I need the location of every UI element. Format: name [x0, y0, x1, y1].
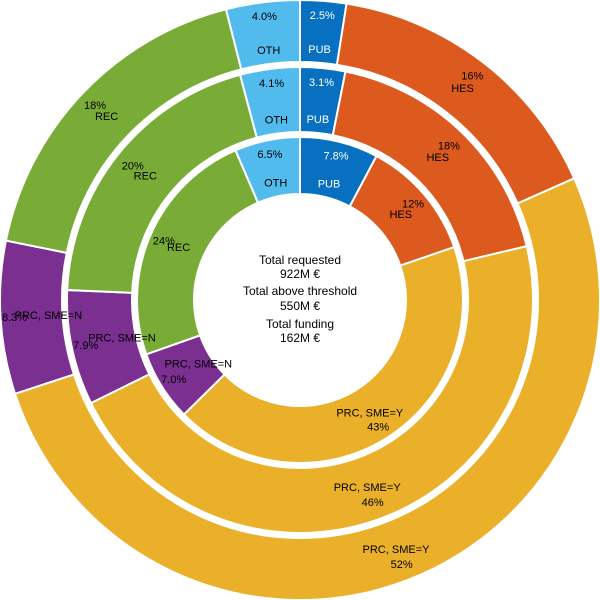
category-label-inner-oth: OTH — [264, 178, 287, 190]
slice-inner-prc-sme-y — [182, 245, 464, 464]
category-label-outer-hes: HES — [451, 83, 474, 95]
category-label-middle-prc-sme-y: PRC, SME=Y — [334, 482, 402, 494]
slice-middle-oth — [238, 65, 301, 139]
value-label-outer-pub: 2.5% — [310, 10, 335, 22]
category-label-inner-prc-sme-y: PRC, SME=Y — [336, 408, 404, 420]
center-line-2: 922M € — [280, 267, 320, 281]
category-label-inner-rec: REC — [167, 242, 190, 254]
value-label-outer-prc-sme-y: 52% — [391, 559, 413, 571]
category-label-outer-pub: PUB — [308, 44, 331, 56]
value-label-inner-hes: 12% — [402, 199, 424, 211]
value-label-outer-oth: 4.0% — [252, 11, 277, 23]
category-label-inner-prc-sme-n: PRC, SME=N — [165, 359, 233, 371]
value-label-middle-prc-sme-y: 46% — [362, 497, 384, 509]
category-label-middle-prc-sme-n: PRC, SME=N — [88, 333, 156, 345]
value-label-inner-prc-sme-y: 43% — [367, 421, 389, 433]
value-label-outer-rec: 18% — [84, 100, 106, 112]
center-line-6: 162M € — [280, 331, 320, 345]
value-label-outer-hes: 16% — [461, 71, 483, 83]
center-line-3: Total above threshold — [243, 284, 357, 298]
category-label-outer-rec: REC — [95, 111, 118, 123]
value-label-middle-hes: 18% — [438, 141, 460, 153]
category-label-middle-pub: PUB — [307, 114, 330, 126]
value-label-inner-prc-sme-n: 7.0% — [161, 374, 186, 386]
slice-outer-prc-sme-y — [13, 177, 600, 600]
slice-middle-prc-sme-y — [89, 244, 534, 534]
center-line-4: 550M € — [280, 299, 320, 313]
value-label-outer-prc-sme-n: 8.3% — [2, 312, 27, 324]
category-label-inner-pub: PUB — [318, 179, 341, 191]
value-label-inner-oth: 6.5% — [257, 149, 282, 161]
category-label-outer-prc-sme-n: PRC, SME=N — [15, 310, 83, 322]
category-label-middle-hes: HES — [426, 152, 449, 164]
slice-outer-oth — [224, 0, 301, 71]
category-label-outer-oth: OTH — [257, 45, 280, 57]
value-label-inner-pub: 7.8% — [323, 150, 348, 162]
value-label-inner-rec: 24% — [153, 236, 175, 248]
center-text: Total requested 922M € Total above thres… — [243, 253, 357, 345]
center-line-1: Total requested — [259, 253, 341, 267]
category-label-middle-rec: REC — [134, 171, 157, 183]
slice-inner-oth — [234, 135, 301, 204]
value-label-middle-prc-sme-n: 7.9% — [73, 340, 98, 352]
category-label-middle-oth: OTH — [265, 115, 288, 127]
value-label-middle-oth: 4.1% — [259, 78, 284, 90]
slice-inner-rec — [136, 149, 260, 356]
category-label-inner-hes: HES — [389, 209, 412, 221]
center-line-5: Total funding — [266, 317, 334, 331]
value-label-middle-rec: 20% — [122, 161, 144, 173]
category-label-outer-prc-sme-y: PRC, SME=Y — [363, 544, 431, 556]
value-label-middle-pub: 3.1% — [309, 77, 334, 89]
